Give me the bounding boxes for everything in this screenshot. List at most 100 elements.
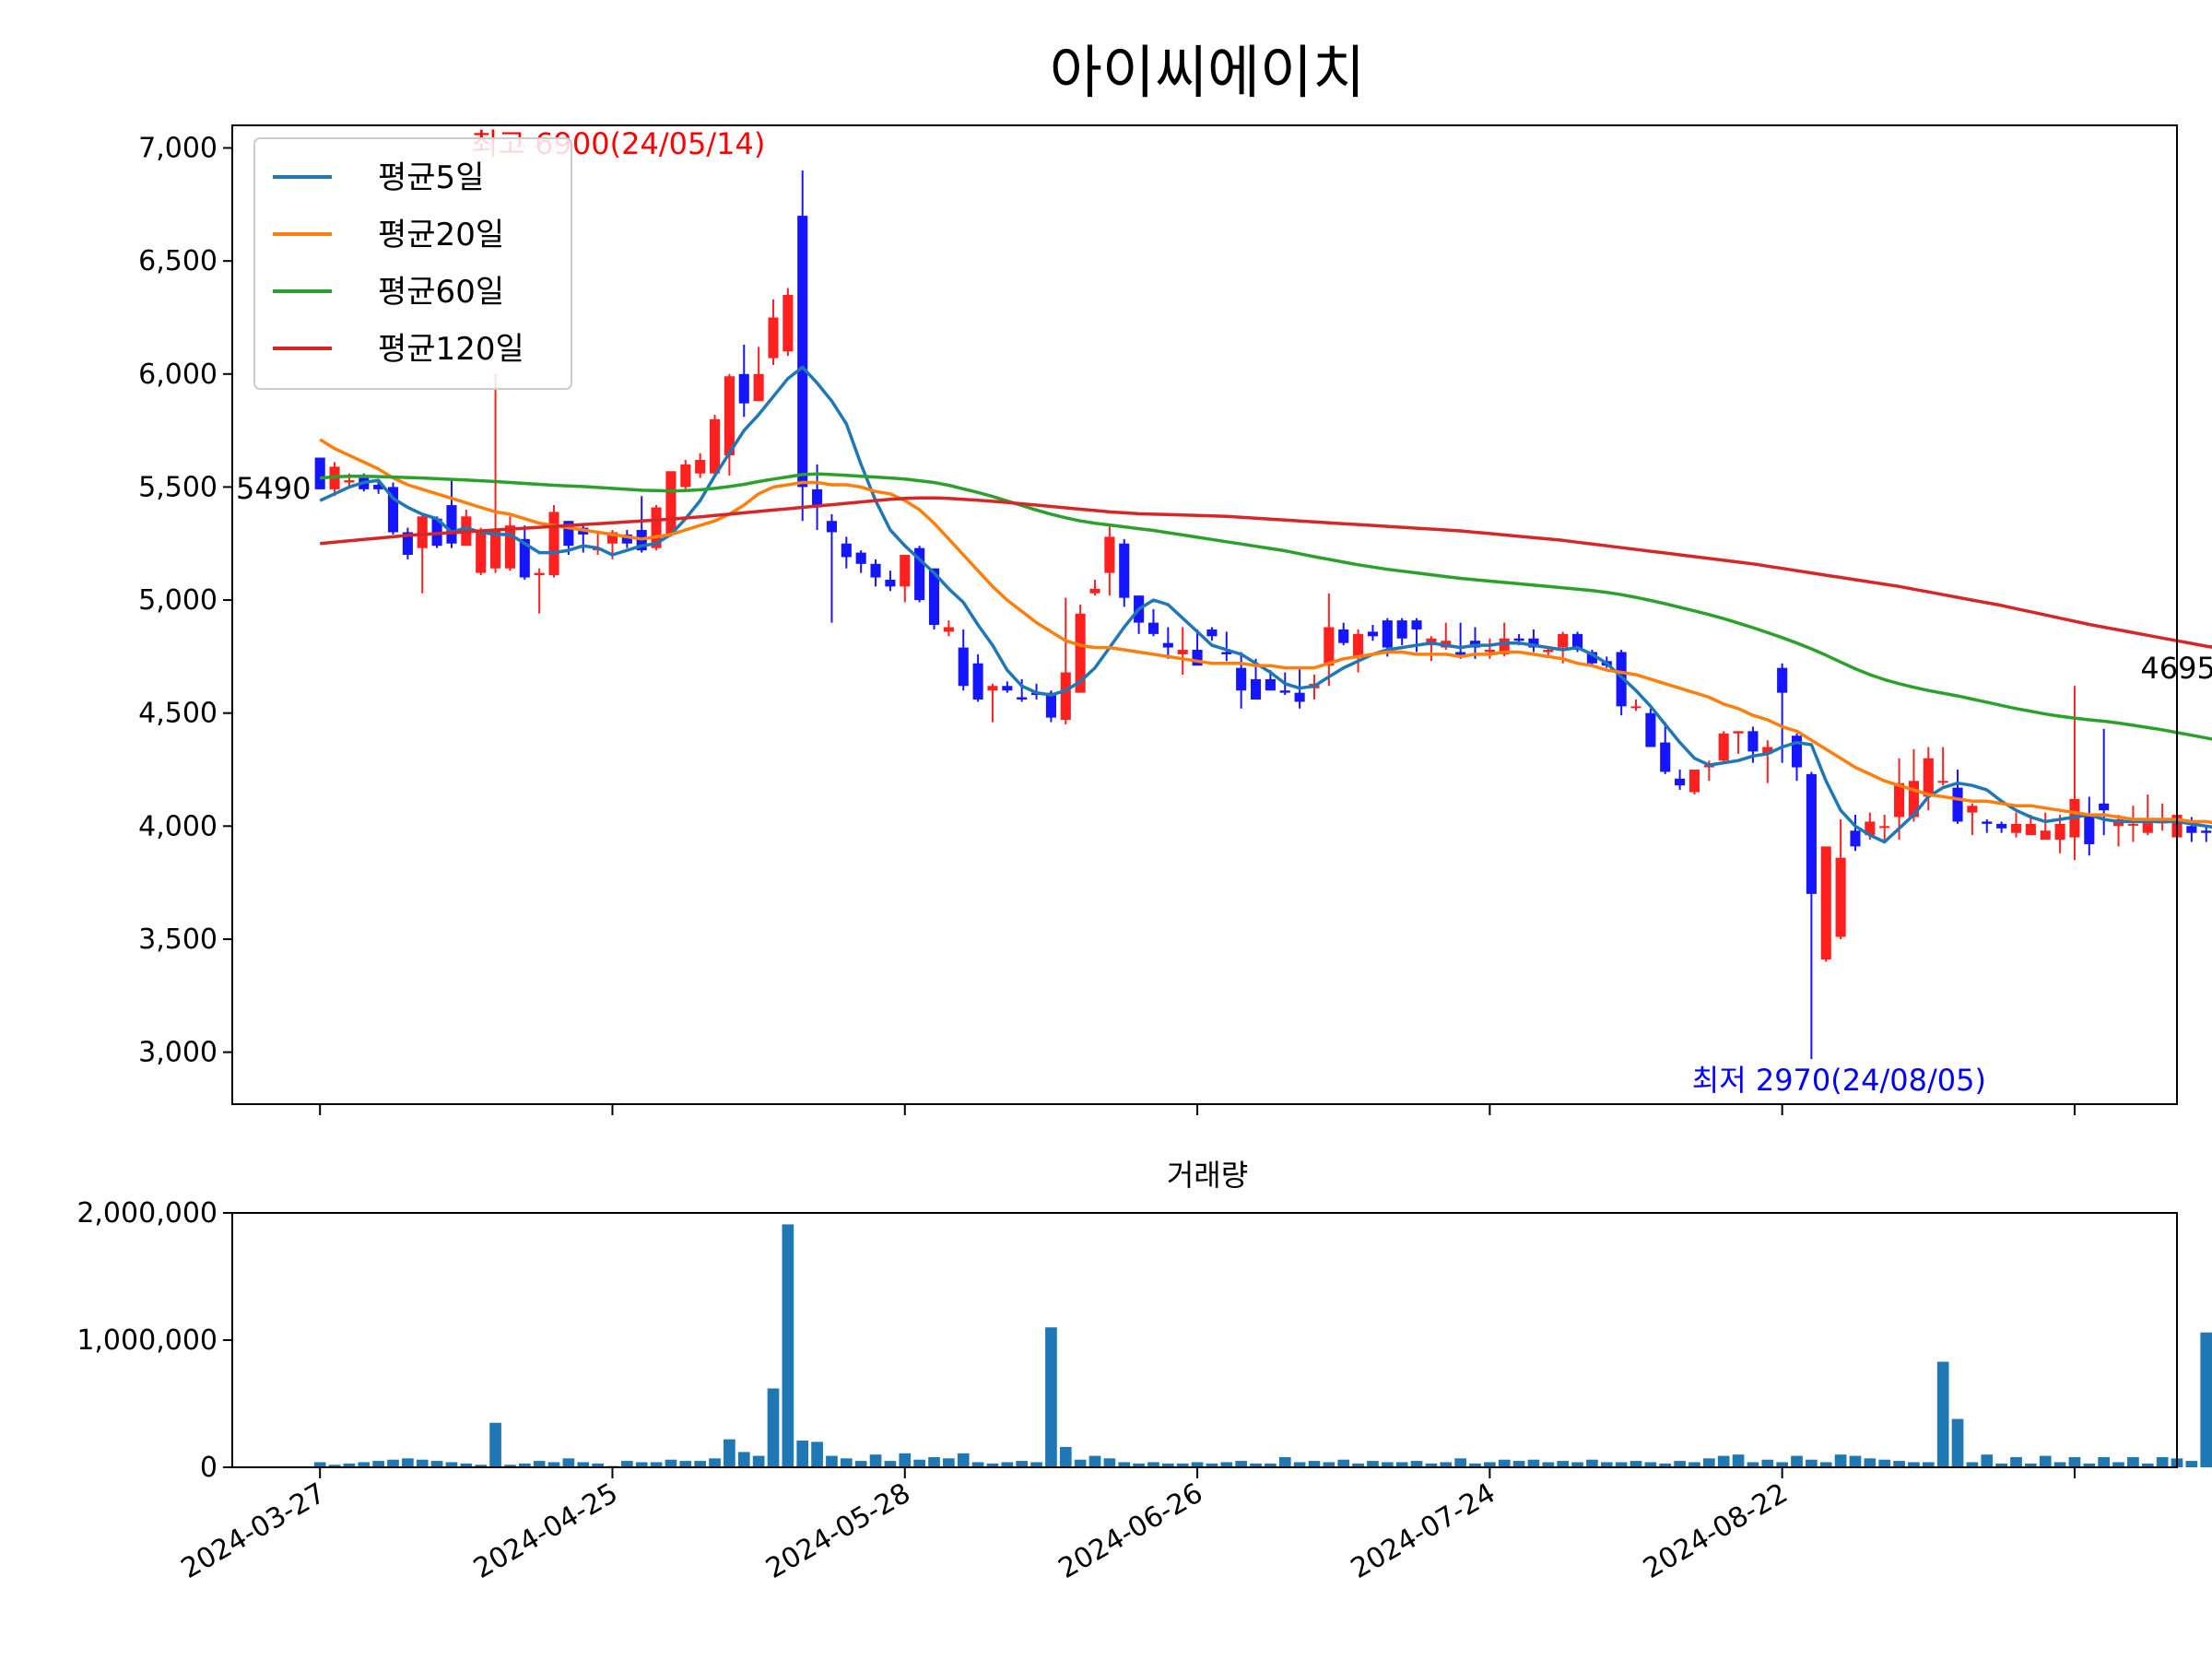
candle-down (1513, 638, 1524, 641)
candle-down (1455, 652, 1466, 657)
candle-up (2025, 823, 2036, 836)
candle-up (665, 471, 677, 535)
volume-bar (2141, 1463, 2154, 1467)
candle-down (1162, 642, 1173, 648)
volume-bar (2112, 1462, 2124, 1467)
candle-down (1645, 712, 1656, 747)
candle-down (1660, 742, 1671, 772)
candle-down (2201, 830, 2212, 833)
candle-up (1104, 536, 1115, 573)
price-ytick-label: 5,500 (138, 471, 218, 503)
volume-bar (1352, 1463, 1364, 1467)
legend-box (253, 137, 572, 390)
ma-line (320, 472, 2212, 741)
candle-down (1017, 697, 1028, 700)
volume-bar (1133, 1463, 1145, 1467)
volume-bar (1615, 1462, 1628, 1467)
candle-down (2099, 803, 2110, 811)
volume-bar (402, 1458, 414, 1467)
candle-up (1908, 781, 1919, 818)
volume-bar (1293, 1462, 1306, 1467)
candle-up (2040, 830, 2051, 841)
volume-bar (1717, 1455, 1730, 1467)
volume-bar (577, 1462, 590, 1467)
candle-down (1996, 823, 2007, 829)
volume-bar (2083, 1463, 2096, 1467)
volume-bar (475, 1465, 488, 1467)
volume-bar (1161, 1463, 1174, 1467)
volume-bar (1849, 1455, 1862, 1467)
volume-bar (1469, 1463, 1481, 1467)
volume-bar (358, 1462, 371, 1467)
volume-bar (811, 1441, 823, 1467)
volume-bar (1337, 1459, 1350, 1467)
candle-down (1294, 692, 1305, 702)
candle-down (402, 532, 413, 556)
volume-bar (884, 1461, 897, 1467)
candle-up (1543, 650, 1554, 653)
candle-up (768, 317, 779, 359)
volume-bar (343, 1463, 356, 1467)
candle-down (1192, 650, 1203, 666)
candle-down (885, 579, 896, 587)
volume-bar (2025, 1463, 2037, 1467)
volume-bar (2010, 1456, 2022, 1467)
volume-bar (1819, 1462, 1832, 1467)
volume-bar (679, 1461, 692, 1467)
candle-up (534, 572, 545, 576)
volume-bar (2185, 1461, 2198, 1467)
volume-bar (1265, 1463, 1277, 1467)
volume-bar (416, 1459, 429, 1467)
volume-bar (1308, 1461, 1321, 1467)
candle-down (1147, 622, 1159, 634)
candle-down (1791, 735, 1803, 768)
candle-up (1499, 638, 1510, 654)
candle-up (782, 294, 794, 352)
candle-up (504, 525, 515, 569)
volume-bar (1088, 1455, 1101, 1467)
ma-line (320, 496, 2212, 649)
candle-down (1236, 667, 1247, 691)
volume-bar (1776, 1462, 1788, 1467)
candle-up (1060, 672, 1071, 721)
volume-bar (1410, 1461, 1423, 1467)
annotation-first-close: 5490 (236, 471, 311, 506)
volume-bar (665, 1459, 677, 1467)
candle-up (417, 516, 428, 548)
candle-up (2010, 823, 2022, 833)
candle-down (972, 663, 983, 700)
candle-up (2142, 821, 2153, 833)
volume-bar (1484, 1462, 1496, 1467)
volume-bar (504, 1465, 516, 1467)
volume-bar (899, 1453, 912, 1467)
candle-up (1089, 588, 1100, 594)
candle-down (1586, 652, 1597, 664)
volume-bar (971, 1462, 984, 1467)
legend-label: 평균120일 (378, 331, 524, 368)
volume-bar (752, 1455, 765, 1467)
volume-bar (1512, 1461, 1525, 1467)
volume-ytick-label: 0 (200, 1452, 218, 1484)
volume-bar (1074, 1459, 1087, 1467)
candle-down (1982, 821, 1993, 824)
volume-bar (694, 1461, 707, 1467)
candle-down (1396, 620, 1407, 639)
price-panel: 최고 6900(24/05/14)최저 2970(24/08/05)549046… (138, 124, 2212, 1115)
candle-up (606, 532, 618, 544)
volume-bar (986, 1463, 999, 1467)
candle-up (1484, 650, 1495, 653)
volume-bar (635, 1462, 648, 1467)
candle-up (753, 373, 764, 402)
volume-bar (709, 1458, 721, 1467)
volume-bar (1454, 1458, 1466, 1467)
candle-up (987, 686, 998, 691)
volume-bar (1557, 1461, 1570, 1467)
legend-label: 평균20일 (378, 217, 504, 253)
candle-down (519, 538, 530, 578)
volume-bar (943, 1458, 955, 1467)
volume-bar (1016, 1461, 1029, 1467)
candle-down (446, 505, 457, 544)
volume-bar (1644, 1462, 1657, 1467)
